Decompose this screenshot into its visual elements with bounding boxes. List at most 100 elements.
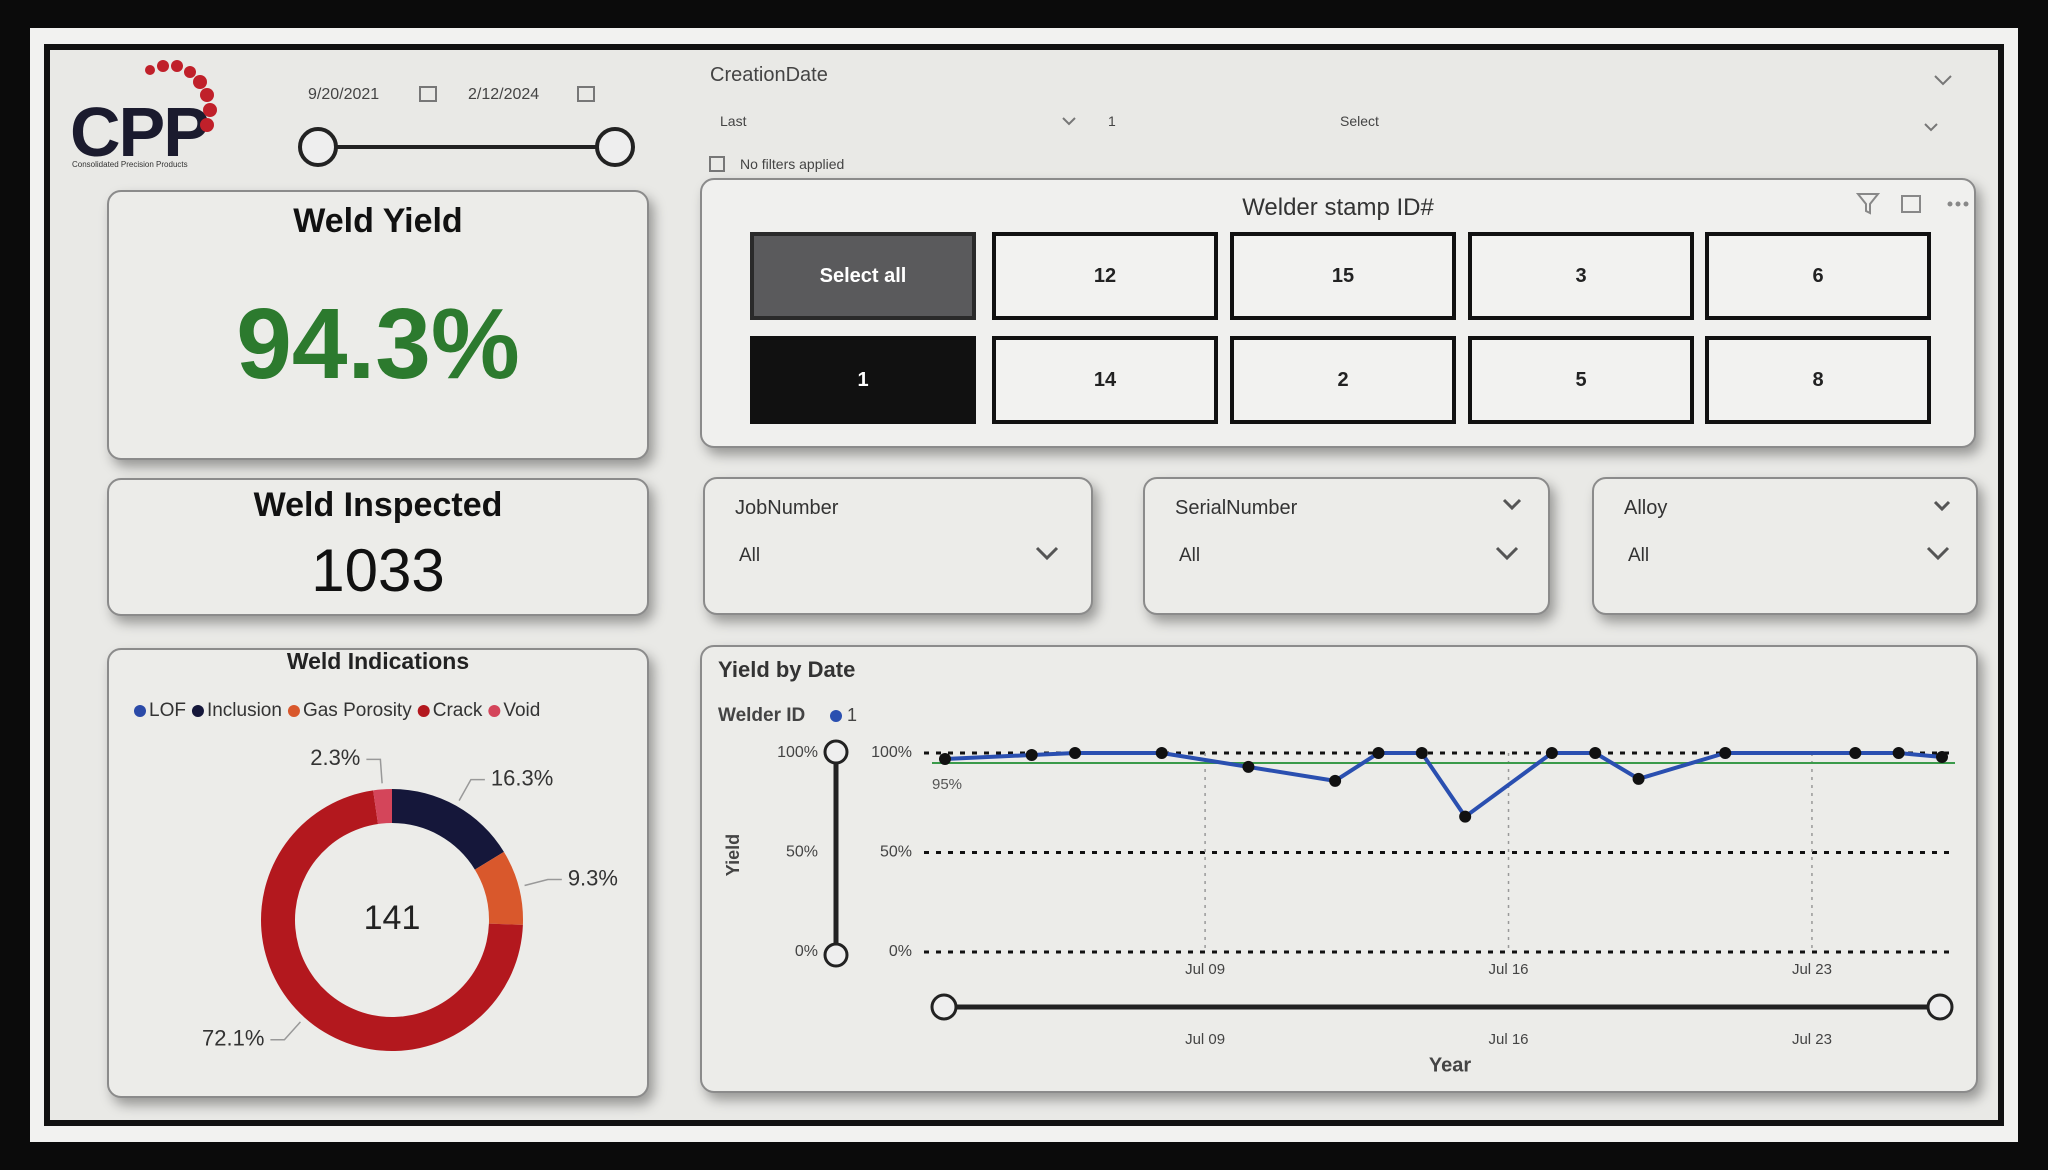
x-slider-handle [930,993,958,1021]
filter-count[interactable]: 1 [1108,113,1116,129]
date-start[interactable]: 9/20/2021 [308,86,380,103]
slicer-item[interactable]: Select all [750,232,976,320]
data-point [1892,747,1905,759]
legend-marker [191,705,204,717]
logo: CPP [70,93,210,171]
x-slider-label: Jul 16 [1489,1031,1529,1048]
data-point [1329,774,1342,787]
data-label: 9.3% [568,865,618,890]
welder-slicer: Welder stamp ID# Select all 12 15 3 6 1 14 2 5 8 [700,178,1976,448]
data-point [1459,810,1472,823]
weld-yield-card: Weld Yield 94.3% [107,190,649,460]
leader-line [524,878,562,887]
donut-slice [474,851,523,925]
slicer-item[interactable]: 14 [992,336,1218,424]
dropdown-value: All [1628,545,1650,566]
data-point [939,752,952,765]
visual-icons [1855,193,1969,215]
data-point [1719,747,1732,759]
data-point [1242,760,1255,773]
center-label: 141 [364,899,421,937]
slicer-item[interactable]: 15 [1230,232,1456,320]
dropdown-value: All [1179,545,1201,566]
legend-label: Gas Porosity [303,700,412,721]
data-label: 72.1% [202,1026,264,1051]
data-point [1415,747,1428,759]
legend-label: 1 [847,705,857,725]
slicer-item[interactable]: 6 [1705,232,1931,320]
legend-label: LOF [149,700,186,721]
legend-label: Void [503,700,540,721]
leader-line [270,1021,301,1041]
slicer-item[interactable]: 8 [1705,336,1931,424]
y-slider-handle [823,942,849,968]
data-point [1372,747,1385,759]
card-value: 94.3% [236,288,520,400]
logo-mark [145,60,217,132]
data-point [1632,772,1645,785]
data-point [1849,747,1862,759]
yield-by-date-card [700,645,1978,1093]
slicer-item[interactable]: 3 [1468,232,1694,320]
data-point [1935,750,1948,763]
legend-label: Inclusion [207,700,282,721]
data-point [1545,747,1558,759]
donut-slice [373,789,392,825]
donut-slice [392,789,504,870]
x-axis-title: Year [1429,1054,1471,1076]
filter-title: CreationDate [710,64,828,86]
dropdown-label: JobNumber [735,497,839,519]
filter-note: No filters applied [740,156,845,172]
slicer-item[interactable]: 5 [1468,336,1694,424]
data-point [1155,747,1168,759]
filter-unit[interactable]: Select [1340,113,1379,129]
legend-marker [830,710,842,722]
data-label: 16.3% [491,765,553,790]
slicer-item[interactable]: 2 [1230,336,1456,424]
y-tick-label: 0% [889,943,912,960]
legend-marker [134,705,146,717]
dropdown-label: Alloy [1624,497,1668,519]
legend-label: Crack [433,700,483,721]
card-title: Weld Yield [293,202,463,240]
dropdown-label: SerialNumber [1175,497,1298,519]
reference-label: 95% [932,776,962,793]
card-title: Weld Inspected [253,486,503,524]
y-slider-label: 100% [777,744,818,761]
slicer-item[interactable]: 12 [992,232,1218,320]
y-axis-title: Yield [723,834,743,876]
date-slider[interactable] [298,86,635,167]
y-slider-handle [823,739,849,765]
y-slider-label: 0% [795,943,818,960]
x-tick-label: Jul 09 [1185,961,1225,978]
data-point [1589,747,1602,759]
x-tick-label: Jul 16 [1489,961,1529,978]
leader-line [366,758,383,784]
legend-marker [417,705,430,717]
dropdown[interactable]: SerialNumber All [1143,477,1550,615]
date-end[interactable]: 2/12/2024 [468,86,540,103]
chevrons [709,75,1952,172]
x-slider-label: Jul 23 [1792,1031,1832,1048]
x-tick-label: Jul 23 [1792,961,1832,978]
x-slider-label: Jul 09 [1185,1031,1225,1048]
legend-marker [488,705,501,717]
dropdown-value: All [739,545,761,566]
data-point [1069,747,1082,759]
filter-mode[interactable]: Last [720,113,747,129]
dropdown[interactable]: JobNumber All [703,477,1093,615]
weld-inspected-card: Weld Inspected 1033 [107,478,649,616]
card-value: 1033 [311,537,445,604]
logo-subtitle: Consolidated Precision Products [72,160,188,169]
dropdown[interactable]: Alloy All [1592,477,1978,615]
data-point [1025,748,1038,761]
series-line [944,751,1943,819]
chart-title: Weld Indications [287,648,469,674]
y-tick-label: 100% [871,744,912,761]
y-tick-label: 50% [880,844,912,861]
slicer-item[interactable]: 1 [750,336,976,424]
legend-title: Welder ID [718,705,805,726]
dropdown-chevrons [1035,498,1951,561]
